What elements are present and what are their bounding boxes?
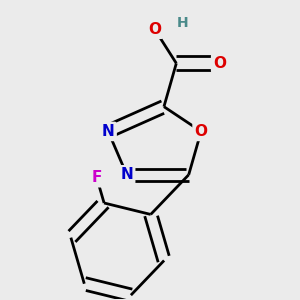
Text: O: O: [195, 124, 208, 139]
Text: N: N: [120, 167, 133, 182]
Text: O: O: [213, 56, 226, 71]
Text: O: O: [148, 22, 161, 37]
Text: N: N: [102, 124, 115, 139]
Text: H: H: [177, 16, 188, 30]
Text: F: F: [92, 170, 102, 185]
